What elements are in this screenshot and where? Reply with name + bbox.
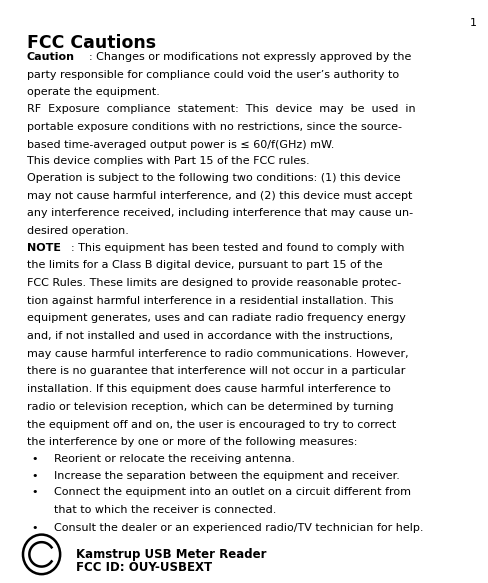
Text: Kamstrup USB Meter Reader: Kamstrup USB Meter Reader (76, 547, 266, 561)
Text: •: • (32, 454, 38, 464)
Text: party responsible for compliance could void the user’s authority to: party responsible for compliance could v… (27, 70, 398, 80)
Text: based time-averaged output power is ≤ 60/f(GHz) mW.: based time-averaged output power is ≤ 60… (27, 139, 334, 149)
Text: Operation is subject to the following two conditions: (1) this device: Operation is subject to the following tw… (27, 173, 400, 183)
Text: Consult the dealer or an experienced radio/TV technician for help.: Consult the dealer or an experienced rad… (54, 522, 423, 533)
Text: Reorient or relocate the receiving antenna.: Reorient or relocate the receiving anten… (54, 454, 294, 464)
Text: portable exposure conditions with no restrictions, since the source-: portable exposure conditions with no res… (27, 122, 401, 132)
Text: This device complies with Part 15 of the FCC rules.: This device complies with Part 15 of the… (27, 156, 309, 166)
Text: NOTE: NOTE (27, 243, 61, 252)
Text: Caution: Caution (27, 52, 75, 62)
Text: : Changes or modifications not expressly approved by the: : Changes or modifications not expressly… (89, 52, 410, 62)
Text: : This equipment has been tested and found to comply with: : This equipment has been tested and fou… (71, 243, 404, 252)
Text: 1: 1 (469, 18, 476, 28)
Text: that to which the receiver is connected.: that to which the receiver is connected. (54, 505, 276, 515)
Text: the equipment off and on, the user is encouraged to try to correct: the equipment off and on, the user is en… (27, 420, 395, 430)
Text: tion against harmful interference in a residential installation. This: tion against harmful interference in a r… (27, 296, 392, 305)
Text: FCC Cautions: FCC Cautions (27, 34, 156, 52)
Text: operate the equipment.: operate the equipment. (27, 87, 160, 97)
Text: FCC Rules. These limits are designed to provide reasonable protec-: FCC Rules. These limits are designed to … (27, 278, 400, 288)
Text: radio or television reception, which can be determined by turning: radio or television reception, which can… (27, 402, 393, 412)
Text: there is no guarantee that interference will not occur in a particular: there is no guarantee that interference … (27, 367, 405, 377)
Text: any interference received, including interference that may cause un-: any interference received, including int… (27, 208, 412, 218)
Text: may cause harmful interference to radio communications. However,: may cause harmful interference to radio … (27, 349, 407, 359)
Text: •: • (32, 487, 38, 497)
Text: •: • (32, 470, 38, 480)
Text: RF  Exposure  compliance  statement:  This  device  may  be  used  in: RF Exposure compliance statement: This d… (27, 104, 415, 114)
Text: desired operation.: desired operation. (27, 226, 128, 236)
Text: and, if not installed and used in accordance with the instructions,: and, if not installed and used in accord… (27, 331, 392, 341)
Text: the limits for a Class B digital device, pursuant to part 15 of the: the limits for a Class B digital device,… (27, 260, 382, 271)
Text: Increase the separation between the equipment and receiver.: Increase the separation between the equi… (54, 470, 399, 480)
Text: may not cause harmful interference, and (2) this device must accept: may not cause harmful interference, and … (27, 191, 411, 201)
Text: FCC ID: OUY-USBEXT: FCC ID: OUY-USBEXT (76, 561, 211, 574)
Text: •: • (32, 522, 38, 533)
Text: equipment generates, uses and can radiate radio frequency energy: equipment generates, uses and can radiat… (27, 314, 405, 324)
Text: Connect the equipment into an outlet on a circuit different from: Connect the equipment into an outlet on … (54, 487, 410, 497)
Text: the interference by one or more of the following measures:: the interference by one or more of the f… (27, 437, 357, 447)
Text: installation. If this equipment does cause harmful interference to: installation. If this equipment does cau… (27, 384, 390, 394)
